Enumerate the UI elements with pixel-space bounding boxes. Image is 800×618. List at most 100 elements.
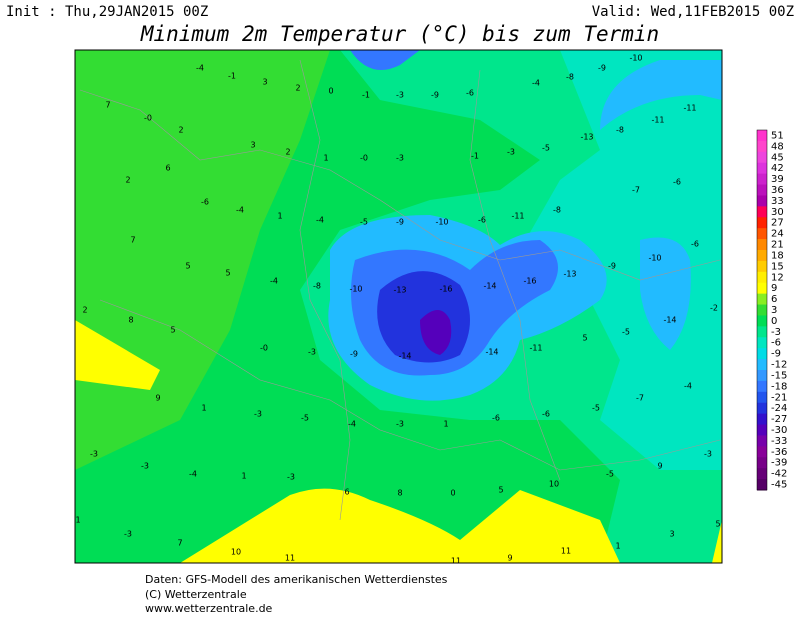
map-value: -8 (313, 282, 321, 291)
footer-copyright: (C) Wetterzentrale (145, 588, 247, 601)
legend-swatch (757, 479, 767, 491)
legend-swatch (757, 402, 767, 415)
map-value: 5 (582, 334, 587, 343)
map-value: -4 (532, 79, 540, 88)
legend-swatch (757, 348, 767, 360)
map-value: 11 (451, 557, 461, 566)
map-value: 8 (128, 316, 133, 325)
map-value: -5 (622, 328, 630, 337)
legend-label: 30 (771, 207, 784, 218)
map-value: 10 (231, 548, 241, 557)
map-value: -6 (542, 410, 550, 419)
legend-swatch (757, 293, 767, 306)
legend-label: 51 (771, 130, 784, 141)
map-value: 1 (241, 472, 246, 481)
map-value: 2 (285, 148, 290, 157)
map-value: -1 (228, 72, 236, 81)
map-value: 1 (277, 212, 282, 221)
map-value: -9 (598, 64, 606, 73)
map-value: -16 (523, 277, 536, 286)
map-value: 1 (615, 542, 620, 551)
map-value: -0 (260, 344, 268, 353)
map-value: -16 (439, 285, 452, 294)
legend-swatch (757, 140, 767, 153)
legend-swatch (757, 359, 767, 371)
legend-swatch (757, 184, 767, 196)
legend-label: -9 (771, 349, 781, 360)
map-value: -6 (691, 240, 699, 249)
legend-swatch (757, 304, 767, 316)
legend-label: -24 (771, 403, 787, 414)
legend-label: -15 (771, 370, 787, 381)
map-value: -4 (684, 382, 692, 391)
map-value: 1 (201, 404, 206, 413)
legend-swatch (757, 217, 767, 229)
map-value: -14 (485, 348, 498, 357)
map-value: 3 (262, 78, 267, 87)
map-value: 8 (397, 489, 402, 498)
map-value: -5 (360, 218, 368, 227)
map-value: -3 (254, 410, 262, 419)
map-value: -3 (396, 420, 404, 429)
map-value: -5 (606, 470, 614, 479)
map-value: -11 (511, 212, 524, 221)
map-value: 1 (443, 420, 448, 429)
legend-swatch (757, 391, 767, 404)
legend-label: 0 (771, 316, 777, 327)
map-value: -3 (396, 154, 404, 163)
map-frame (74, 49, 723, 564)
legend-label: -21 (771, 392, 787, 403)
legend-label: -33 (771, 436, 787, 447)
legend-swatch (757, 206, 767, 218)
legend-swatch (757, 468, 767, 480)
map-value: -4 (270, 277, 278, 286)
map-value: -6 (201, 198, 209, 207)
map-value: -11 (683, 104, 696, 113)
map-value: -3 (124, 530, 132, 539)
map (75, 50, 722, 563)
map-value: 5 (170, 326, 175, 335)
map-value: 2 (178, 126, 183, 135)
legend-swatch (757, 162, 767, 175)
map-value: 6 (165, 164, 170, 173)
map-value: -3 (507, 148, 515, 157)
map-value: -3 (90, 450, 98, 459)
legend-label: -36 (771, 447, 787, 458)
legend-swatch (757, 380, 767, 393)
map-value: 0 (328, 87, 333, 96)
map-value: -6 (466, 89, 474, 98)
map-value: -5 (301, 414, 309, 423)
legend-label: -3 (771, 327, 781, 338)
footer-source: Daten: GFS-Modell des amerikanischen Wet… (145, 573, 448, 586)
map-value: -8 (616, 126, 624, 135)
legend-label: -27 (771, 414, 787, 425)
map-value: -8 (566, 73, 574, 82)
legend-swatch (757, 173, 767, 186)
map-value: 7 (105, 101, 110, 110)
map-value: -10 (435, 218, 448, 227)
map-value: 9 (507, 554, 512, 563)
legend-label: -45 (771, 480, 787, 491)
map-value: -9 (396, 218, 404, 227)
map-value: -13 (393, 286, 406, 295)
map-value: -2 (710, 304, 718, 313)
map-value: -5 (542, 144, 550, 153)
map-value: -4 (189, 470, 197, 479)
map-value: 11 (561, 547, 571, 556)
legend-label: 48 (771, 141, 784, 152)
map-value: -4 (316, 216, 324, 225)
map-value: 1 (323, 154, 328, 163)
map-value: -10 (629, 54, 642, 63)
legend-label: 21 (771, 240, 784, 251)
map-value: -7 (636, 394, 644, 403)
map-value: 3 (250, 141, 255, 150)
map-value: -3 (396, 91, 404, 100)
map-value: -6 (478, 216, 486, 225)
legend-swatch (757, 228, 767, 240)
map-value: -7 (632, 186, 640, 195)
legend-label: 12 (771, 272, 784, 283)
legend-swatch (757, 337, 767, 349)
map-value: -9 (350, 350, 358, 359)
map-value: 7 (177, 539, 182, 548)
legend-label: 15 (771, 261, 784, 272)
